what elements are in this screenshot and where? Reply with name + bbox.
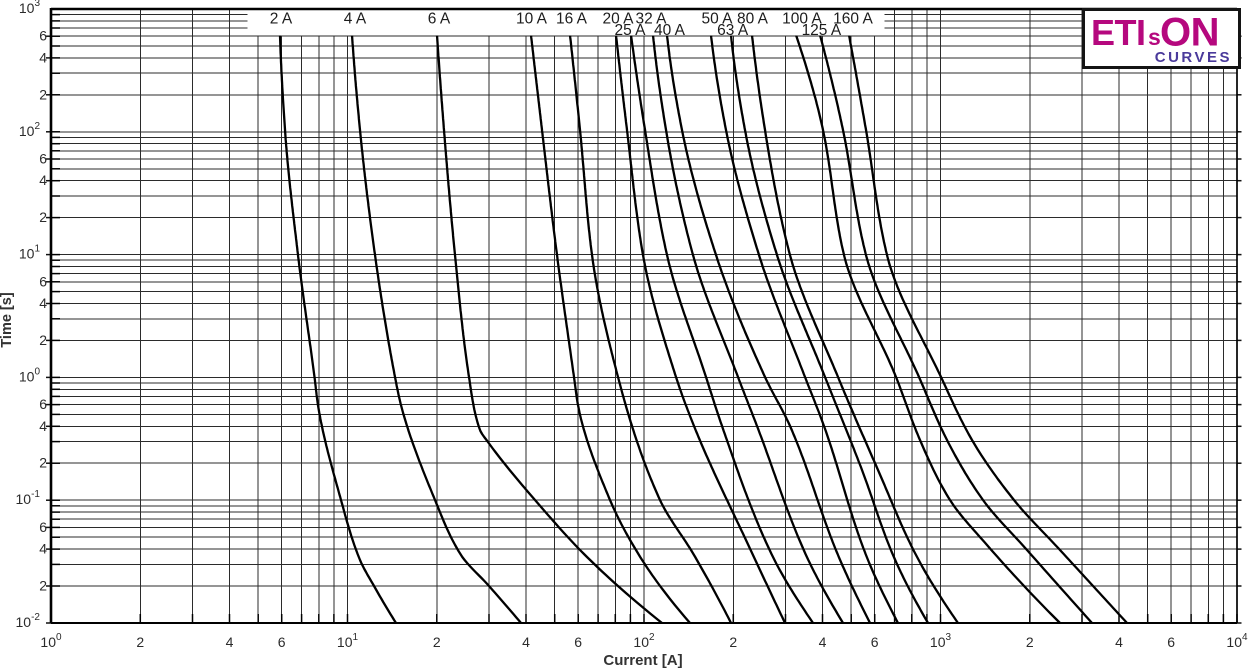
svg-text:25 A: 25 A xyxy=(614,22,646,39)
svg-text:160 A: 160 A xyxy=(833,11,873,28)
svg-text:40 A: 40 A xyxy=(654,22,686,39)
svg-text:6: 6 xyxy=(1167,634,1175,650)
svg-text:ON: ON xyxy=(1160,11,1219,55)
svg-text:6: 6 xyxy=(39,273,47,289)
svg-text:104: 104 xyxy=(1226,632,1248,650)
svg-text:100 A: 100 A xyxy=(782,11,822,28)
svg-text:4: 4 xyxy=(39,172,47,188)
svg-text:102: 102 xyxy=(19,121,41,139)
svg-text:4: 4 xyxy=(522,634,530,650)
svg-text:4: 4 xyxy=(226,634,234,650)
svg-text:2: 2 xyxy=(136,634,144,650)
svg-text:6: 6 xyxy=(574,634,582,650)
svg-text:6: 6 xyxy=(278,634,286,650)
svg-text:100: 100 xyxy=(40,632,62,650)
svg-text:6: 6 xyxy=(39,28,47,44)
svg-text:2: 2 xyxy=(39,86,47,102)
svg-text:Current [A]: Current [A] xyxy=(603,652,682,669)
svg-text:4: 4 xyxy=(39,418,47,434)
svg-text:20 A: 20 A xyxy=(602,11,634,28)
svg-text:101: 101 xyxy=(337,632,359,650)
svg-text:2 A: 2 A xyxy=(270,11,293,28)
svg-text:2: 2 xyxy=(1026,634,1034,650)
svg-text:10-1: 10-1 xyxy=(16,489,41,507)
svg-text:80 A: 80 A xyxy=(737,11,769,28)
svg-text:10-2: 10-2 xyxy=(16,612,41,630)
svg-text:101: 101 xyxy=(19,244,41,262)
svg-text:4: 4 xyxy=(819,634,827,650)
svg-text:2: 2 xyxy=(39,578,47,594)
svg-text:2: 2 xyxy=(729,634,737,650)
svg-text:103: 103 xyxy=(930,632,952,650)
svg-text:2: 2 xyxy=(39,332,47,348)
svg-text:2: 2 xyxy=(39,209,47,225)
svg-text:ETI: ETI xyxy=(1091,12,1146,53)
svg-text:6 A: 6 A xyxy=(428,11,451,28)
svg-text:2: 2 xyxy=(39,455,47,471)
svg-text:CURVES: CURVES xyxy=(1155,49,1232,66)
svg-text:16 A: 16 A xyxy=(556,11,588,28)
svg-text:10 A: 10 A xyxy=(516,11,548,28)
svg-text:4: 4 xyxy=(39,295,47,311)
svg-text:4 A: 4 A xyxy=(344,11,367,28)
svg-text:6: 6 xyxy=(39,151,47,167)
svg-text:100: 100 xyxy=(19,366,41,384)
svg-text:2: 2 xyxy=(433,634,441,650)
svg-text:6: 6 xyxy=(39,519,47,535)
svg-text:50 A: 50 A xyxy=(701,11,733,28)
svg-text:4: 4 xyxy=(39,541,47,557)
svg-text:103: 103 xyxy=(19,0,41,16)
svg-text:4: 4 xyxy=(39,49,47,65)
svg-text:102: 102 xyxy=(633,632,655,650)
svg-text:63 A: 63 A xyxy=(717,22,749,39)
svg-text:Time [s]: Time [s] xyxy=(0,292,15,348)
svg-text:125 A: 125 A xyxy=(802,22,842,39)
svg-text:4: 4 xyxy=(1115,634,1123,650)
svg-text:s: s xyxy=(1148,24,1161,50)
svg-text:32 A: 32 A xyxy=(635,11,667,28)
svg-text:6: 6 xyxy=(39,396,47,412)
svg-text:6: 6 xyxy=(871,634,879,650)
